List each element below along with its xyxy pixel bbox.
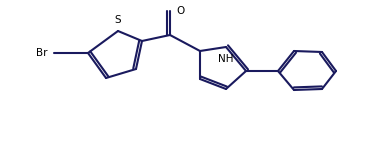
Text: O: O	[176, 6, 184, 16]
Text: Br: Br	[36, 48, 48, 58]
Text: S: S	[115, 15, 121, 25]
Text: NH: NH	[218, 54, 234, 64]
